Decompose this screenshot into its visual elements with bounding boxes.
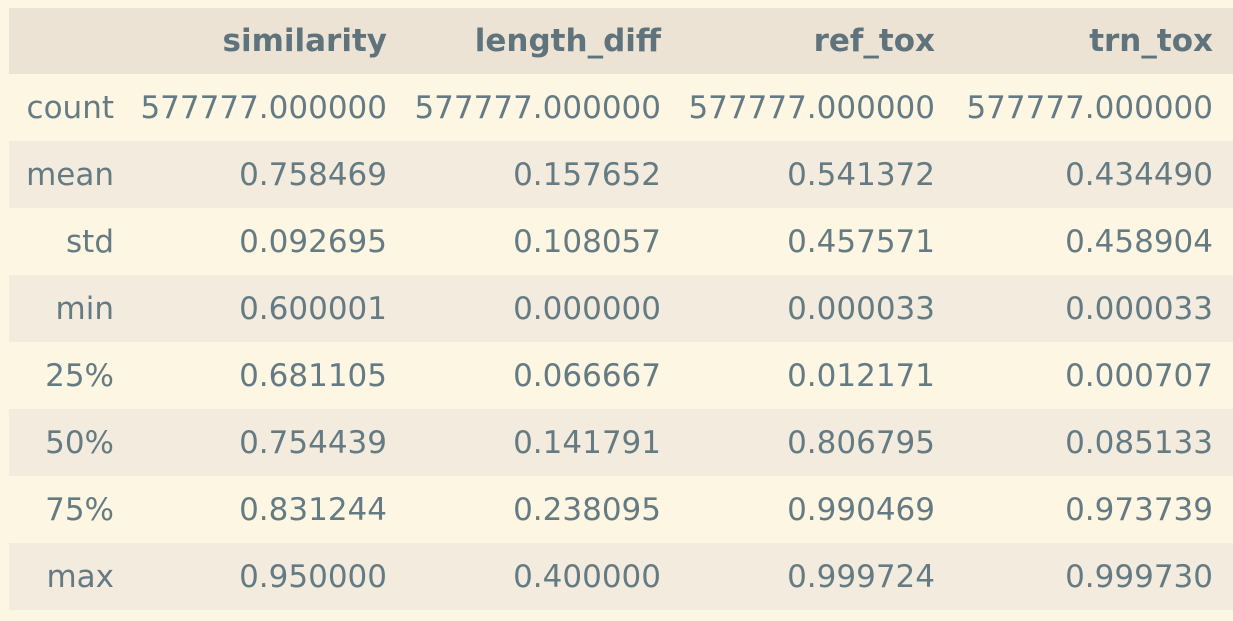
row-label: mean xyxy=(26,156,114,193)
table-cell: 0.950000 xyxy=(239,558,387,595)
table-cell: 577777.000000 xyxy=(688,89,935,126)
row-label: min xyxy=(55,290,114,327)
table-cell: 0.108057 xyxy=(513,223,661,260)
table-cell: 0.758469 xyxy=(239,156,387,193)
column-header-trn-tox: trn_tox xyxy=(1089,23,1213,59)
table-row-count: count 577777.000000 577777.000000 577777… xyxy=(9,74,1233,141)
table-cell: 577777.000000 xyxy=(414,89,661,126)
table-cell: 0.999724 xyxy=(787,558,935,595)
table-cell: 0.000707 xyxy=(1065,357,1213,394)
row-label: 25% xyxy=(45,357,114,394)
column-header-ref-tox: ref_tox xyxy=(813,23,935,59)
table-cell: 0.141791 xyxy=(513,424,661,461)
table-cell: 577777.000000 xyxy=(140,89,387,126)
table-cell: 0.806795 xyxy=(787,424,935,461)
table-row-min: min 0.600001 0.000000 0.000033 0.000033 xyxy=(9,275,1233,342)
row-label: count xyxy=(26,89,114,126)
table-cell: 0.457571 xyxy=(787,223,935,260)
column-header-similarity: similarity xyxy=(222,23,388,59)
table-cell: 0.157652 xyxy=(513,156,661,193)
table-row-std: std 0.092695 0.108057 0.457571 0.458904 xyxy=(9,208,1233,275)
table-cell: 0.434490 xyxy=(1065,156,1213,193)
table-cell: 0.990469 xyxy=(787,491,935,528)
row-label: 50% xyxy=(45,424,114,461)
table-cell: 0.000033 xyxy=(1065,290,1213,327)
table-cell: 0.541372 xyxy=(787,156,935,193)
index-header xyxy=(9,8,134,74)
dataframe-output: similarity length_diff ref_tox trn_tox c… xyxy=(9,8,1233,610)
row-label: std xyxy=(66,223,114,260)
table-cell: 0.238095 xyxy=(513,491,661,528)
table-cell: 0.092695 xyxy=(239,223,387,260)
table-row-max: max 0.950000 0.400000 0.999724 0.999730 xyxy=(9,543,1233,610)
header-row: similarity length_diff ref_tox trn_tox xyxy=(9,8,1233,74)
table-cell: 0.458904 xyxy=(1065,223,1213,260)
table-cell: 577777.000000 xyxy=(966,89,1213,126)
table-row-50pct: 50% 0.754439 0.141791 0.806795 0.085133 xyxy=(9,409,1233,476)
table-cell: 0.754439 xyxy=(239,424,387,461)
table-cell: 0.012171 xyxy=(787,357,935,394)
table-cell: 0.831244 xyxy=(239,491,387,528)
table-cell: 0.000033 xyxy=(787,290,935,327)
table-row-mean: mean 0.758469 0.157652 0.541372 0.434490 xyxy=(9,141,1233,208)
table-cell: 0.681105 xyxy=(239,357,387,394)
describe-table: similarity length_diff ref_tox trn_tox c… xyxy=(9,8,1233,610)
table-cell: 0.400000 xyxy=(513,558,661,595)
table-cell: 0.000000 xyxy=(513,290,661,327)
table-cell: 0.600001 xyxy=(239,290,387,327)
row-label: max xyxy=(46,558,114,595)
table-cell: 0.085133 xyxy=(1065,424,1213,461)
table-cell: 0.999730 xyxy=(1065,558,1213,595)
column-header-length-diff: length_diff xyxy=(474,23,661,59)
table-cell: 0.973739 xyxy=(1065,491,1213,528)
table-cell: 0.066667 xyxy=(513,357,661,394)
table-row-25pct: 25% 0.681105 0.066667 0.012171 0.000707 xyxy=(9,342,1233,409)
table-row-75pct: 75% 0.831244 0.238095 0.990469 0.973739 xyxy=(9,476,1233,543)
row-label: 75% xyxy=(45,491,114,528)
